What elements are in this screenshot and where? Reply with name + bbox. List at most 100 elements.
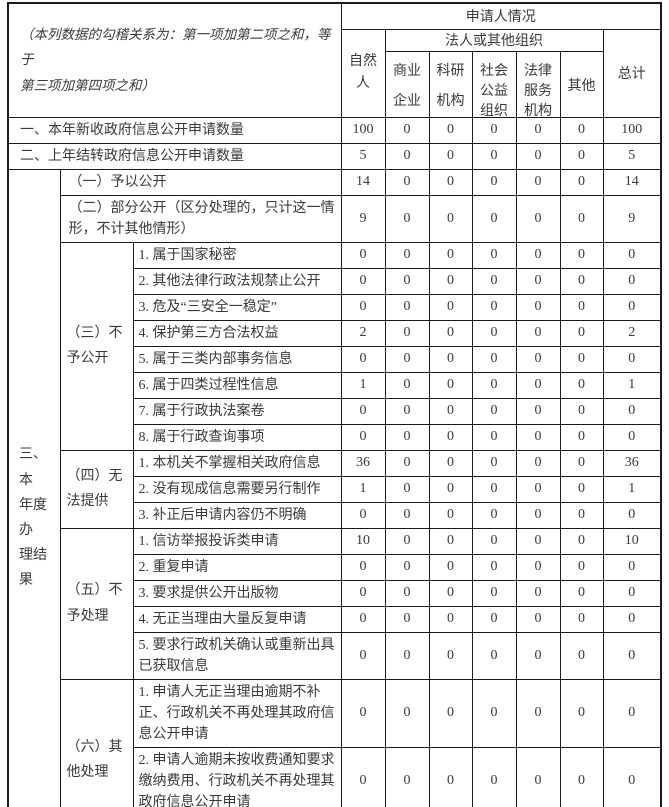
value-cell: 0 — [471, 475, 517, 503]
value-cell: 0 — [515, 267, 561, 295]
value-cell: 0 — [559, 319, 604, 347]
row-label: 2. 其他法律行政法规禁止公开 — [132, 267, 342, 295]
value-cell: 0 — [515, 345, 561, 373]
value-cell: 5 — [602, 142, 662, 170]
value-cell: 0 — [602, 553, 662, 581]
group-label: （六）其 他处理 — [59, 678, 134, 807]
value-cell: 0 — [384, 267, 430, 295]
table-row: 6. 属于四类过程性信息 1 0 0 0 0 0 1 — [8, 371, 662, 399]
value-cell: 0 — [384, 746, 430, 807]
value-cell: 0 — [428, 194, 473, 243]
value-cell: 100 — [602, 116, 662, 144]
value-cell: 0 — [602, 501, 662, 529]
header-applicant-status: 申请人情况 — [340, 2, 662, 30]
value-cell: 0 — [471, 501, 517, 529]
value-cell: 0 — [340, 423, 386, 451]
value-cell: 10 — [602, 527, 662, 555]
value-cell: 0 — [515, 527, 561, 555]
table-row: 一、本年新收政府信息公开申请数量 100 0 0 0 0 0 100 — [7, 116, 662, 144]
value-cell: 100 — [340, 116, 386, 144]
value-cell: 0 — [428, 553, 473, 581]
value-cell: 0 — [602, 678, 662, 748]
value-cell: 0 — [384, 116, 430, 144]
row-label: 3. 补正后申请内容仍不明确 — [132, 501, 342, 529]
value-cell: 0 — [515, 397, 561, 425]
value-cell: 0 — [515, 631, 561, 680]
value-cell: 10 — [340, 527, 386, 555]
value-cell: 0 — [471, 579, 517, 607]
value-cell: 0 — [559, 746, 604, 807]
value-cell: 0 — [515, 449, 561, 477]
header-legal-org: 法人或其他组织 — [384, 28, 604, 52]
value-cell: 0 — [471, 553, 517, 581]
value-cell: 0 — [428, 449, 473, 477]
value-cell: 0 — [515, 142, 561, 170]
value-cell: 0 — [384, 678, 430, 748]
value-cell: 0 — [428, 267, 473, 295]
value-cell: 0 — [559, 293, 604, 321]
value-cell: 0 — [384, 293, 430, 321]
table-row: 三、本 年度办 理结果 （一）予以公开 14 0 0 0 0 0 14 — [7, 168, 662, 807]
value-cell: 0 — [515, 116, 561, 144]
value-cell: 0 — [559, 423, 604, 451]
row-label: 3. 要求提供公开出版物 — [132, 579, 342, 607]
org-col-header: 法律 服务 机构 — [515, 50, 561, 118]
value-cell: 0 — [602, 423, 662, 451]
value-cell: 0 — [559, 397, 604, 425]
row-label: 2. 重复申请 — [132, 553, 342, 581]
value-cell: 0 — [559, 142, 604, 170]
table-row: 5. 要求行政机关确认或重新出具已获取信息 0 0 0 0 0 0 0 — [8, 631, 662, 680]
value-cell: 0 — [471, 746, 517, 807]
value-cell: 0 — [515, 319, 561, 347]
table-row: 2. 申请人逾期未按收费通知要求缴纳费用、行政机关不再处理其政府信息公开申请 0 0… — [8, 746, 662, 807]
value-cell: 0 — [559, 605, 604, 633]
value-cell: 0 — [471, 319, 517, 347]
value-cell: 0 — [340, 631, 386, 680]
value-cell: 0 — [384, 449, 430, 477]
value-cell: 0 — [384, 194, 430, 243]
value-cell: 0 — [428, 371, 473, 399]
value-cell: 0 — [428, 293, 473, 321]
value-cell: 0 — [471, 116, 517, 144]
section-label: 三、本 年度办 理结果 — [7, 168, 61, 807]
header-natural-person: 自然 人 — [340, 28, 386, 118]
value-cell: 0 — [559, 116, 604, 144]
value-cell: 2 — [340, 319, 386, 347]
value-cell: 5 — [340, 142, 386, 170]
value-cell: 0 — [384, 631, 430, 680]
value-cell: 0 — [559, 527, 604, 555]
value-cell: 0 — [340, 746, 386, 807]
row-label: （二）部分公开（区分处理的，只计这一情形，不计其他情形） — [59, 194, 342, 243]
value-cell: 1 — [340, 371, 386, 399]
value-cell: 0 — [515, 579, 561, 607]
value-cell: 0 — [515, 423, 561, 451]
row-label: 1. 属于国家秘密 — [132, 241, 342, 269]
value-cell: 0 — [602, 579, 662, 607]
row-label: 4. 无正当理由大量反复申请 — [132, 605, 342, 633]
value-cell: 0 — [428, 527, 473, 555]
value-cell: 0 — [471, 423, 517, 451]
value-cell: 0 — [384, 397, 430, 425]
table-row: （六）其 他处理 1. 申请人无正当理由逾期不补正、行政机关不再处理其政府信息公开… — [8, 678, 662, 807]
value-cell: 0 — [428, 397, 473, 425]
group-label: （四）无 法提供 — [59, 449, 134, 529]
value-cell: 0 — [515, 553, 561, 581]
value-cell: 0 — [428, 116, 473, 144]
row-label: 1. 本机关不掌握相关政府信息 — [132, 449, 342, 477]
value-cell: 0 — [428, 746, 473, 807]
value-cell: 0 — [428, 605, 473, 633]
table-row: 3. 要求提供公开出版物 0 0 0 0 0 0 0 — [8, 579, 662, 607]
group-label: （三）不 予公开 — [59, 241, 134, 451]
value-cell: 0 — [384, 527, 430, 555]
value-cell: 1 — [602, 371, 662, 399]
value-cell: 0 — [471, 267, 517, 295]
value-cell: 0 — [471, 678, 517, 748]
row-label: 一、本年新收政府信息公开申请数量 — [7, 116, 342, 144]
org-col-header: 其他 — [559, 50, 604, 118]
row-label: 5. 要求行政机关确认或重新出具已获取信息 — [132, 631, 342, 680]
value-cell: 0 — [428, 579, 473, 607]
value-cell: 0 — [602, 631, 662, 680]
value-cell: 9 — [340, 194, 386, 243]
value-cell: 0 — [384, 241, 430, 269]
value-cell: 0 — [515, 605, 561, 633]
